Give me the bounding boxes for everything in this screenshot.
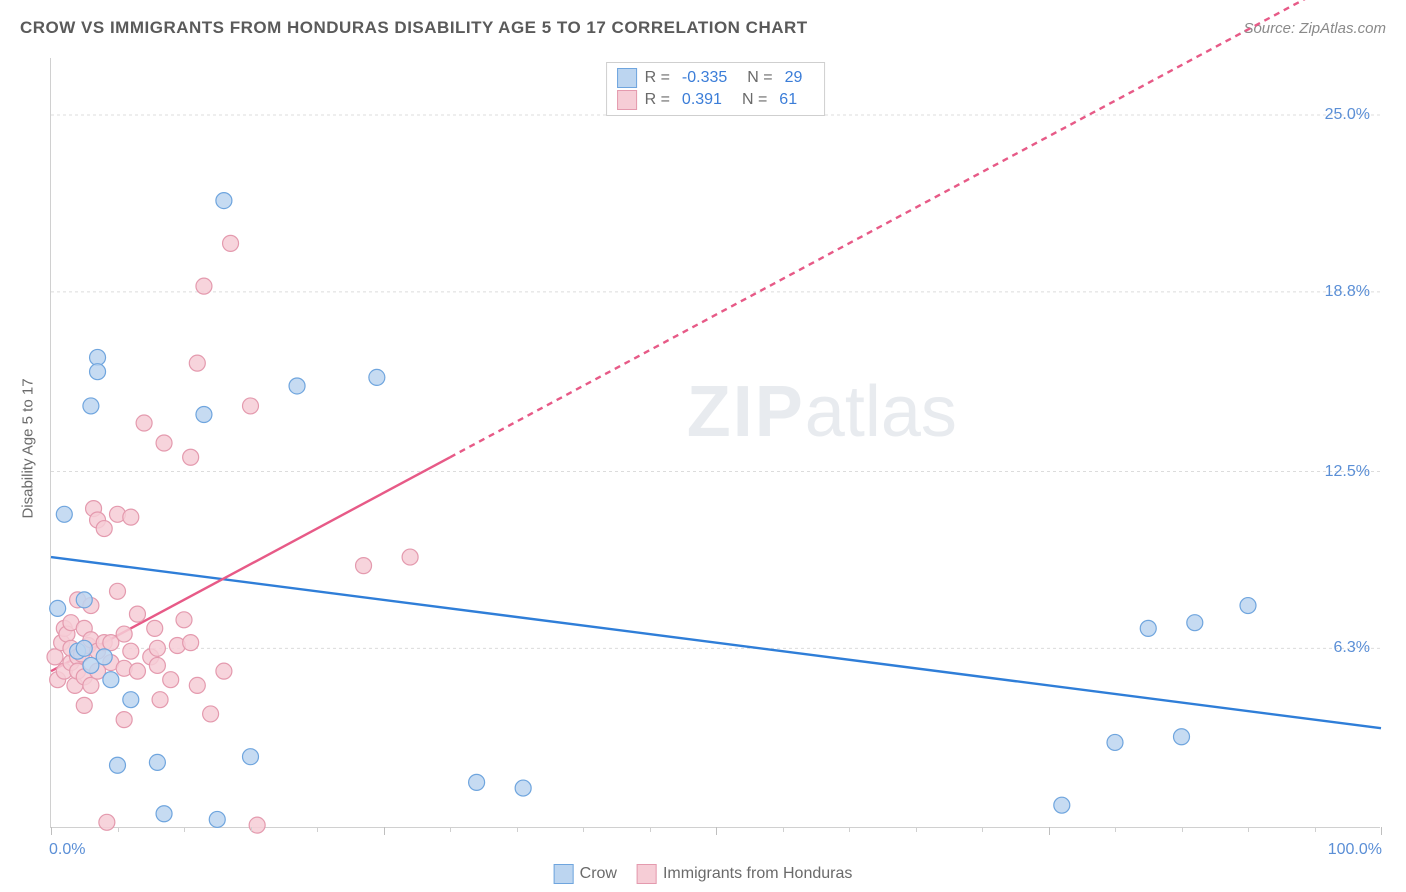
x-min-label: 0.0%	[49, 841, 85, 859]
x-tick-major	[51, 827, 52, 835]
y-tick-label: 18.8%	[1325, 283, 1370, 301]
legend-item-crow: Crow	[554, 864, 617, 884]
x-tick-minor	[1115, 827, 1116, 832]
y-tick-label: 12.5%	[1325, 463, 1370, 481]
swatch-honduras-bottom	[637, 864, 657, 884]
x-tick-minor	[916, 827, 917, 832]
x-tick-major	[384, 827, 385, 835]
x-tick-major	[1049, 827, 1050, 835]
x-tick-minor	[849, 827, 850, 832]
legend-crow-r: -0.335	[682, 69, 727, 87]
x-tick-minor	[184, 827, 185, 832]
y-tick-label: 6.3%	[1334, 639, 1370, 657]
series-legend: Crow Immigrants from Honduras	[554, 864, 853, 884]
legend-item-honduras: Immigrants from Honduras	[637, 864, 852, 884]
x-tick-minor	[1182, 827, 1183, 832]
y-tick-label: 25.0%	[1325, 106, 1370, 124]
swatch-crow	[617, 68, 637, 88]
x-tick-major	[1381, 827, 1382, 835]
legend-crow-n: 29	[785, 69, 803, 87]
y-axis-title: Disability Age 5 to 17	[20, 378, 37, 518]
x-max-label: 100.0%	[1328, 841, 1382, 859]
scatter-svg	[51, 58, 1380, 827]
x-tick-minor	[317, 827, 318, 832]
x-tick-minor	[118, 827, 119, 832]
x-tick-minor	[517, 827, 518, 832]
plot-area: ZIPatlas R = -0.335 N = 29 R = 0.391 N =…	[50, 58, 1380, 828]
legend-honduras-n: 61	[779, 91, 797, 109]
x-tick-minor	[982, 827, 983, 832]
source-label: Source: ZipAtlas.com	[1243, 20, 1386, 37]
x-tick-minor	[450, 827, 451, 832]
x-tick-minor	[650, 827, 651, 832]
x-tick-minor	[251, 827, 252, 832]
legend-crow-label: Crow	[580, 865, 617, 883]
legend-r-label2: R =	[645, 91, 670, 109]
legend-r-label: R =	[645, 69, 670, 87]
legend-honduras-r: 0.391	[682, 91, 722, 109]
legend-n-label: N =	[747, 69, 772, 87]
legend-row-crow: R = -0.335 N = 29	[617, 67, 815, 89]
chart-title: CROW VS IMMIGRANTS FROM HONDURAS DISABIL…	[20, 18, 808, 38]
swatch-crow-bottom	[554, 864, 574, 884]
x-tick-major	[716, 827, 717, 835]
x-tick-minor	[783, 827, 784, 832]
legend-n-label2: N =	[742, 91, 767, 109]
correlation-legend: R = -0.335 N = 29 R = 0.391 N = 61	[606, 62, 826, 116]
legend-honduras-label: Immigrants from Honduras	[663, 865, 852, 883]
x-tick-minor	[1315, 827, 1316, 832]
legend-row-honduras: R = 0.391 N = 61	[617, 89, 815, 111]
swatch-honduras	[617, 90, 637, 110]
x-tick-minor	[583, 827, 584, 832]
x-tick-minor	[1248, 827, 1249, 832]
